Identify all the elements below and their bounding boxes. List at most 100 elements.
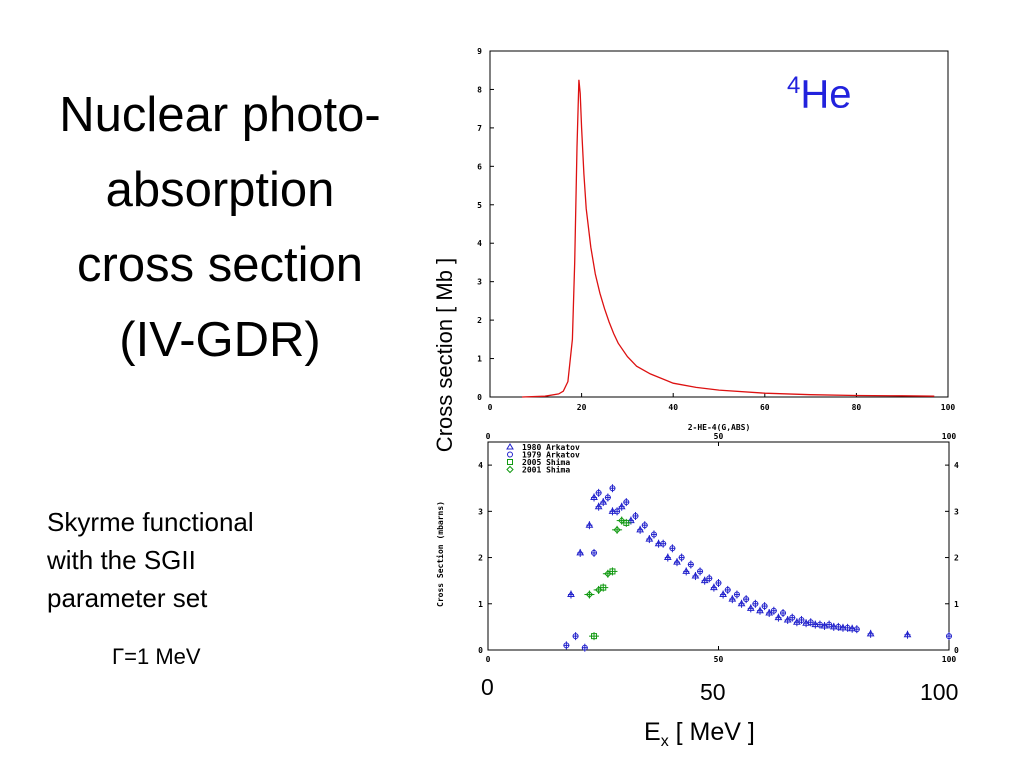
data-point bbox=[678, 554, 685, 561]
data-point bbox=[691, 572, 700, 579]
data-point bbox=[792, 618, 801, 625]
data-point bbox=[706, 575, 713, 582]
data-point bbox=[594, 502, 603, 510]
data-point bbox=[576, 548, 585, 556]
data-point bbox=[563, 642, 570, 649]
y-tick-label-right: 3 bbox=[954, 507, 959, 516]
legend-marker bbox=[506, 465, 514, 474]
x-axis-label: Ex [ MeV ] bbox=[644, 718, 755, 751]
data-point bbox=[811, 620, 820, 628]
y-tick-label: 9 bbox=[477, 47, 482, 56]
data-point bbox=[700, 576, 709, 584]
x-tick-label: 50 bbox=[714, 655, 724, 664]
data-point bbox=[715, 579, 722, 586]
data-point bbox=[719, 590, 727, 598]
y-tick-label: 2 bbox=[477, 316, 482, 325]
data-point bbox=[669, 545, 676, 552]
data-point bbox=[682, 567, 691, 574]
data-point bbox=[798, 616, 805, 623]
legend-marker bbox=[507, 459, 513, 465]
y-tick-label: 3 bbox=[477, 278, 482, 287]
isotope-mass: 4 bbox=[787, 72, 801, 99]
data-point bbox=[835, 623, 842, 630]
data-point bbox=[839, 623, 847, 631]
data-point bbox=[697, 568, 704, 575]
x-axis-title: 2-HE-4(G,ABS) bbox=[688, 423, 751, 432]
description-line: Skyrme functional bbox=[47, 507, 254, 537]
data-point bbox=[663, 553, 672, 561]
y-tick-label: 4 bbox=[477, 239, 482, 248]
x-tick-label: 0 bbox=[486, 655, 491, 664]
y-tick-label: 6 bbox=[477, 162, 482, 171]
title-line: (IV-GDR) bbox=[119, 313, 321, 367]
data-point bbox=[780, 610, 787, 617]
theory-curve-line bbox=[522, 79, 935, 398]
x-tick-label: 100 bbox=[941, 403, 956, 412]
data-point bbox=[623, 499, 630, 506]
data-point bbox=[802, 619, 810, 626]
series-1979-arkatov bbox=[563, 484, 952, 652]
data-point bbox=[614, 508, 621, 515]
data-point bbox=[737, 599, 746, 607]
x-tick-label: 0 bbox=[488, 403, 493, 412]
x-tick-big-0: 0 bbox=[481, 674, 494, 700]
data-point bbox=[585, 521, 594, 528]
data-point bbox=[789, 614, 796, 621]
series-1980-arkatov bbox=[567, 493, 912, 639]
data-point bbox=[770, 607, 777, 614]
y-tick-label: 8 bbox=[477, 85, 482, 94]
legend-label: 2001 Shima bbox=[522, 465, 570, 475]
legend-label: 1979 Arkatov bbox=[522, 451, 580, 460]
x-tick-label: 40 bbox=[668, 403, 678, 412]
data-point bbox=[733, 591, 740, 598]
x-tick-label-top: 50 bbox=[714, 432, 724, 441]
data-point bbox=[594, 586, 603, 594]
data-point bbox=[604, 570, 612, 578]
x-tick-label: 80 bbox=[852, 403, 862, 412]
y-tick-label-right: 1 bbox=[954, 600, 959, 609]
y-tick-label: 0 bbox=[478, 646, 483, 655]
data-point bbox=[654, 539, 663, 547]
y-tick-label: 3 bbox=[478, 507, 483, 516]
data-point bbox=[617, 516, 626, 525]
data-point bbox=[590, 493, 598, 500]
data-point bbox=[591, 549, 598, 556]
data-point bbox=[641, 522, 648, 529]
title-line: Nuclear photo- bbox=[59, 88, 381, 142]
data-point bbox=[572, 633, 579, 640]
data-point bbox=[710, 583, 718, 591]
x-tick-big-100: 100 bbox=[920, 679, 959, 705]
x-axis-symbol: E bbox=[644, 718, 661, 746]
data-point bbox=[761, 603, 768, 610]
data-point bbox=[724, 586, 731, 593]
title-line: absorption bbox=[105, 163, 335, 217]
y-tick-label: 2 bbox=[478, 554, 483, 563]
title-line: cross section bbox=[77, 238, 363, 292]
x-axis-subscript: x bbox=[660, 733, 669, 750]
legend-label: 2005 Shima bbox=[522, 457, 570, 467]
x-tick-label-top: 0 bbox=[486, 432, 491, 441]
data-point bbox=[826, 621, 833, 628]
plot-frame bbox=[489, 50, 949, 398]
data-point bbox=[820, 621, 829, 629]
x-tick-label: 20 bbox=[577, 403, 587, 412]
data-point bbox=[728, 595, 737, 602]
series-2005-shima bbox=[589, 518, 632, 641]
description-line: with the SGII bbox=[47, 545, 196, 575]
data-point bbox=[609, 485, 616, 492]
x-tick-label-top: 100 bbox=[942, 432, 957, 441]
width-label: Γ=1 MeV bbox=[112, 644, 201, 669]
data-point bbox=[866, 629, 875, 637]
data-point bbox=[673, 558, 681, 565]
y-axis-title: Cross Section (mbarns) bbox=[435, 501, 445, 607]
data-point bbox=[567, 590, 575, 598]
y-tick-label: 7 bbox=[477, 124, 482, 133]
x-axis-unit: [ MeV ] bbox=[668, 718, 755, 746]
data-point bbox=[848, 624, 857, 632]
x-tick-label: 60 bbox=[760, 403, 770, 412]
data-point bbox=[756, 606, 764, 614]
data-point bbox=[599, 498, 608, 505]
data-point bbox=[829, 622, 838, 630]
data-point bbox=[807, 619, 814, 626]
